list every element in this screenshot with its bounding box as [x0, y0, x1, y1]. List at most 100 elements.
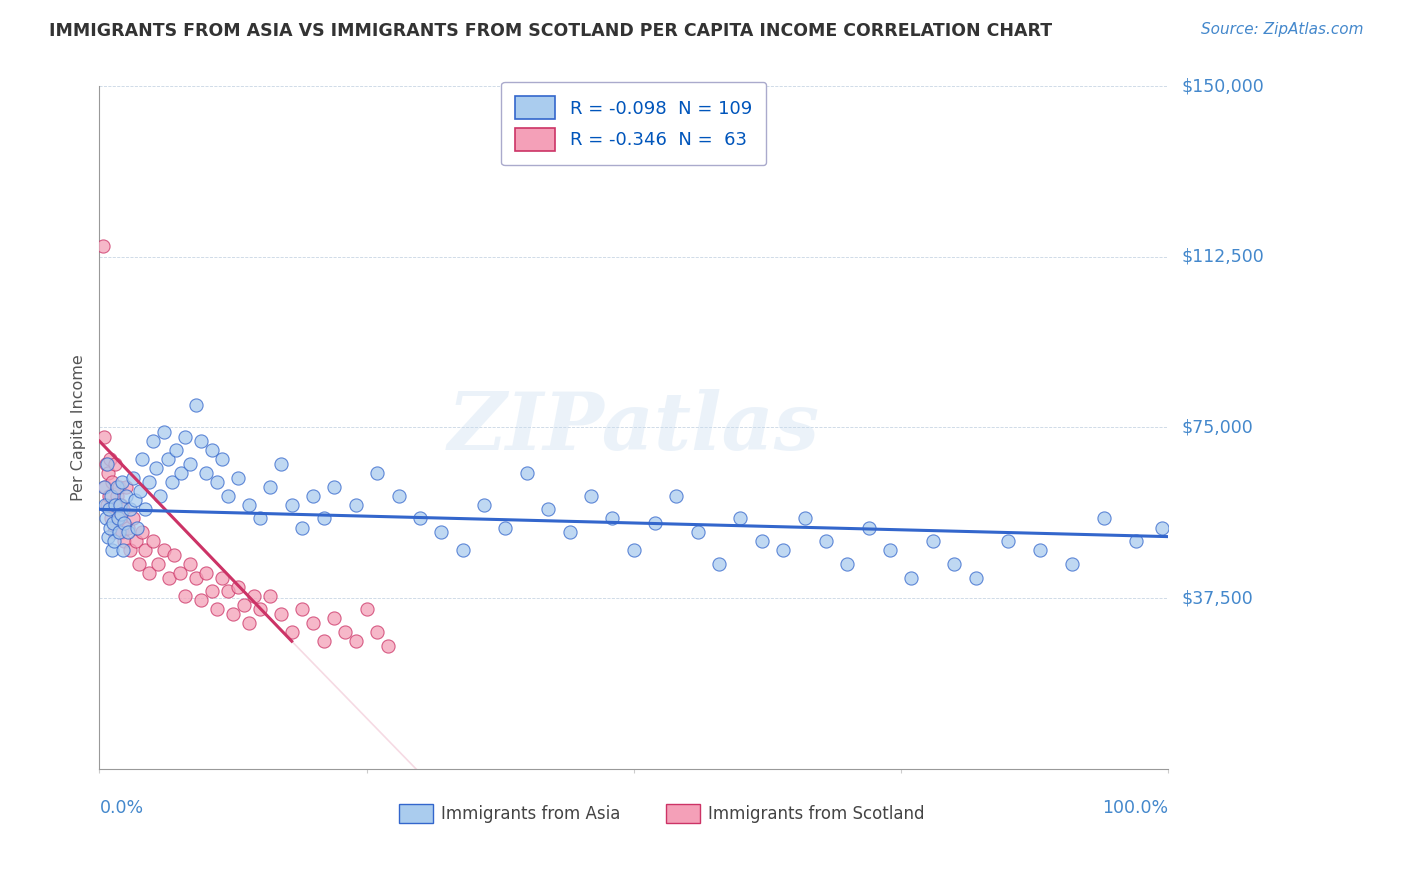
- Point: [94, 480, 117, 494]
- Point: [965, 570, 987, 584]
- Point: [312, 511, 335, 525]
- Point: [516, 466, 538, 480]
- Point: [103, 524, 125, 539]
- Point: [387, 489, 409, 503]
- Point: [211, 452, 233, 467]
- Point: [115, 489, 138, 503]
- Point: [112, 516, 135, 530]
- Point: [184, 570, 207, 584]
- Point: [430, 524, 453, 539]
- Point: [98, 520, 121, 534]
- Point: [943, 557, 966, 571]
- Point: [174, 429, 197, 443]
- Point: [537, 502, 560, 516]
- Point: [107, 511, 129, 525]
- Point: [201, 584, 224, 599]
- Point: [793, 511, 815, 525]
- Point: [163, 548, 186, 562]
- Point: [125, 534, 148, 549]
- Point: [259, 480, 281, 494]
- Point: [997, 534, 1019, 549]
- Point: [165, 443, 187, 458]
- Point: [205, 602, 228, 616]
- Point: [169, 566, 191, 580]
- Legend: R = -0.098  N = 109, R = -0.346  N =  63: R = -0.098 N = 109, R = -0.346 N = 63: [501, 82, 766, 165]
- Point: [201, 443, 224, 458]
- Point: [837, 557, 859, 571]
- Point: [93, 480, 115, 494]
- Text: $37,500: $37,500: [1181, 589, 1254, 607]
- Point: [100, 489, 122, 503]
- Point: [772, 543, 794, 558]
- Point: [1092, 511, 1115, 525]
- Point: [302, 489, 325, 503]
- Point: [93, 429, 115, 443]
- Point: [280, 625, 302, 640]
- Point: [323, 480, 346, 494]
- Point: [107, 480, 129, 494]
- Point: [451, 543, 474, 558]
- Point: [179, 457, 201, 471]
- Point: [707, 557, 730, 571]
- Point: [494, 520, 516, 534]
- Point: [205, 475, 228, 489]
- Point: [97, 530, 120, 544]
- Point: [280, 498, 302, 512]
- Bar: [398, 804, 433, 823]
- Text: Immigrants from Scotland: Immigrants from Scotland: [709, 805, 925, 822]
- Point: [1125, 534, 1147, 549]
- Point: [128, 557, 150, 571]
- Point: [174, 589, 197, 603]
- Point: [145, 461, 167, 475]
- Text: Source: ZipAtlas.com: Source: ZipAtlas.com: [1201, 22, 1364, 37]
- Point: [377, 639, 399, 653]
- Text: ZIPatlas: ZIPatlas: [447, 389, 820, 467]
- Point: [94, 457, 117, 471]
- Point: [103, 516, 125, 530]
- Point: [600, 511, 623, 525]
- Point: [115, 480, 138, 494]
- Point: [152, 543, 174, 558]
- Text: IMMIGRANTS FROM ASIA VS IMMIGRANTS FROM SCOTLAND PER CAPITA INCOME CORRELATION C: IMMIGRANTS FROM ASIA VS IMMIGRANTS FROM …: [49, 22, 1052, 40]
- Point: [105, 489, 128, 503]
- Point: [184, 398, 207, 412]
- Point: [98, 502, 121, 516]
- Point: [366, 466, 388, 480]
- Point: [232, 598, 254, 612]
- Point: [142, 434, 165, 449]
- Text: $150,000: $150,000: [1181, 78, 1264, 95]
- Point: [644, 516, 666, 530]
- Point: [110, 498, 132, 512]
- Point: [814, 534, 837, 549]
- Point: [91, 238, 114, 252]
- Point: [1028, 543, 1050, 558]
- Point: [291, 520, 314, 534]
- Point: [623, 543, 645, 558]
- Point: [111, 524, 134, 539]
- Point: [112, 534, 135, 549]
- Point: [249, 511, 271, 525]
- Point: [104, 457, 127, 471]
- Point: [148, 557, 170, 571]
- Point: [98, 452, 121, 467]
- Point: [97, 466, 120, 480]
- Point: [472, 498, 495, 512]
- Point: [249, 602, 271, 616]
- Point: [344, 498, 367, 512]
- Point: [751, 534, 773, 549]
- Point: [222, 607, 245, 621]
- Point: [152, 425, 174, 439]
- Point: [179, 557, 201, 571]
- Point: [259, 589, 281, 603]
- Point: [195, 466, 218, 480]
- Point: [107, 524, 129, 539]
- Point: [169, 466, 191, 480]
- Point: [142, 534, 165, 549]
- Point: [686, 524, 709, 539]
- Point: [117, 520, 139, 534]
- Point: [190, 593, 212, 607]
- Text: 0.0%: 0.0%: [100, 799, 143, 817]
- Point: [94, 511, 117, 525]
- Point: [665, 489, 688, 503]
- Point: [94, 498, 117, 512]
